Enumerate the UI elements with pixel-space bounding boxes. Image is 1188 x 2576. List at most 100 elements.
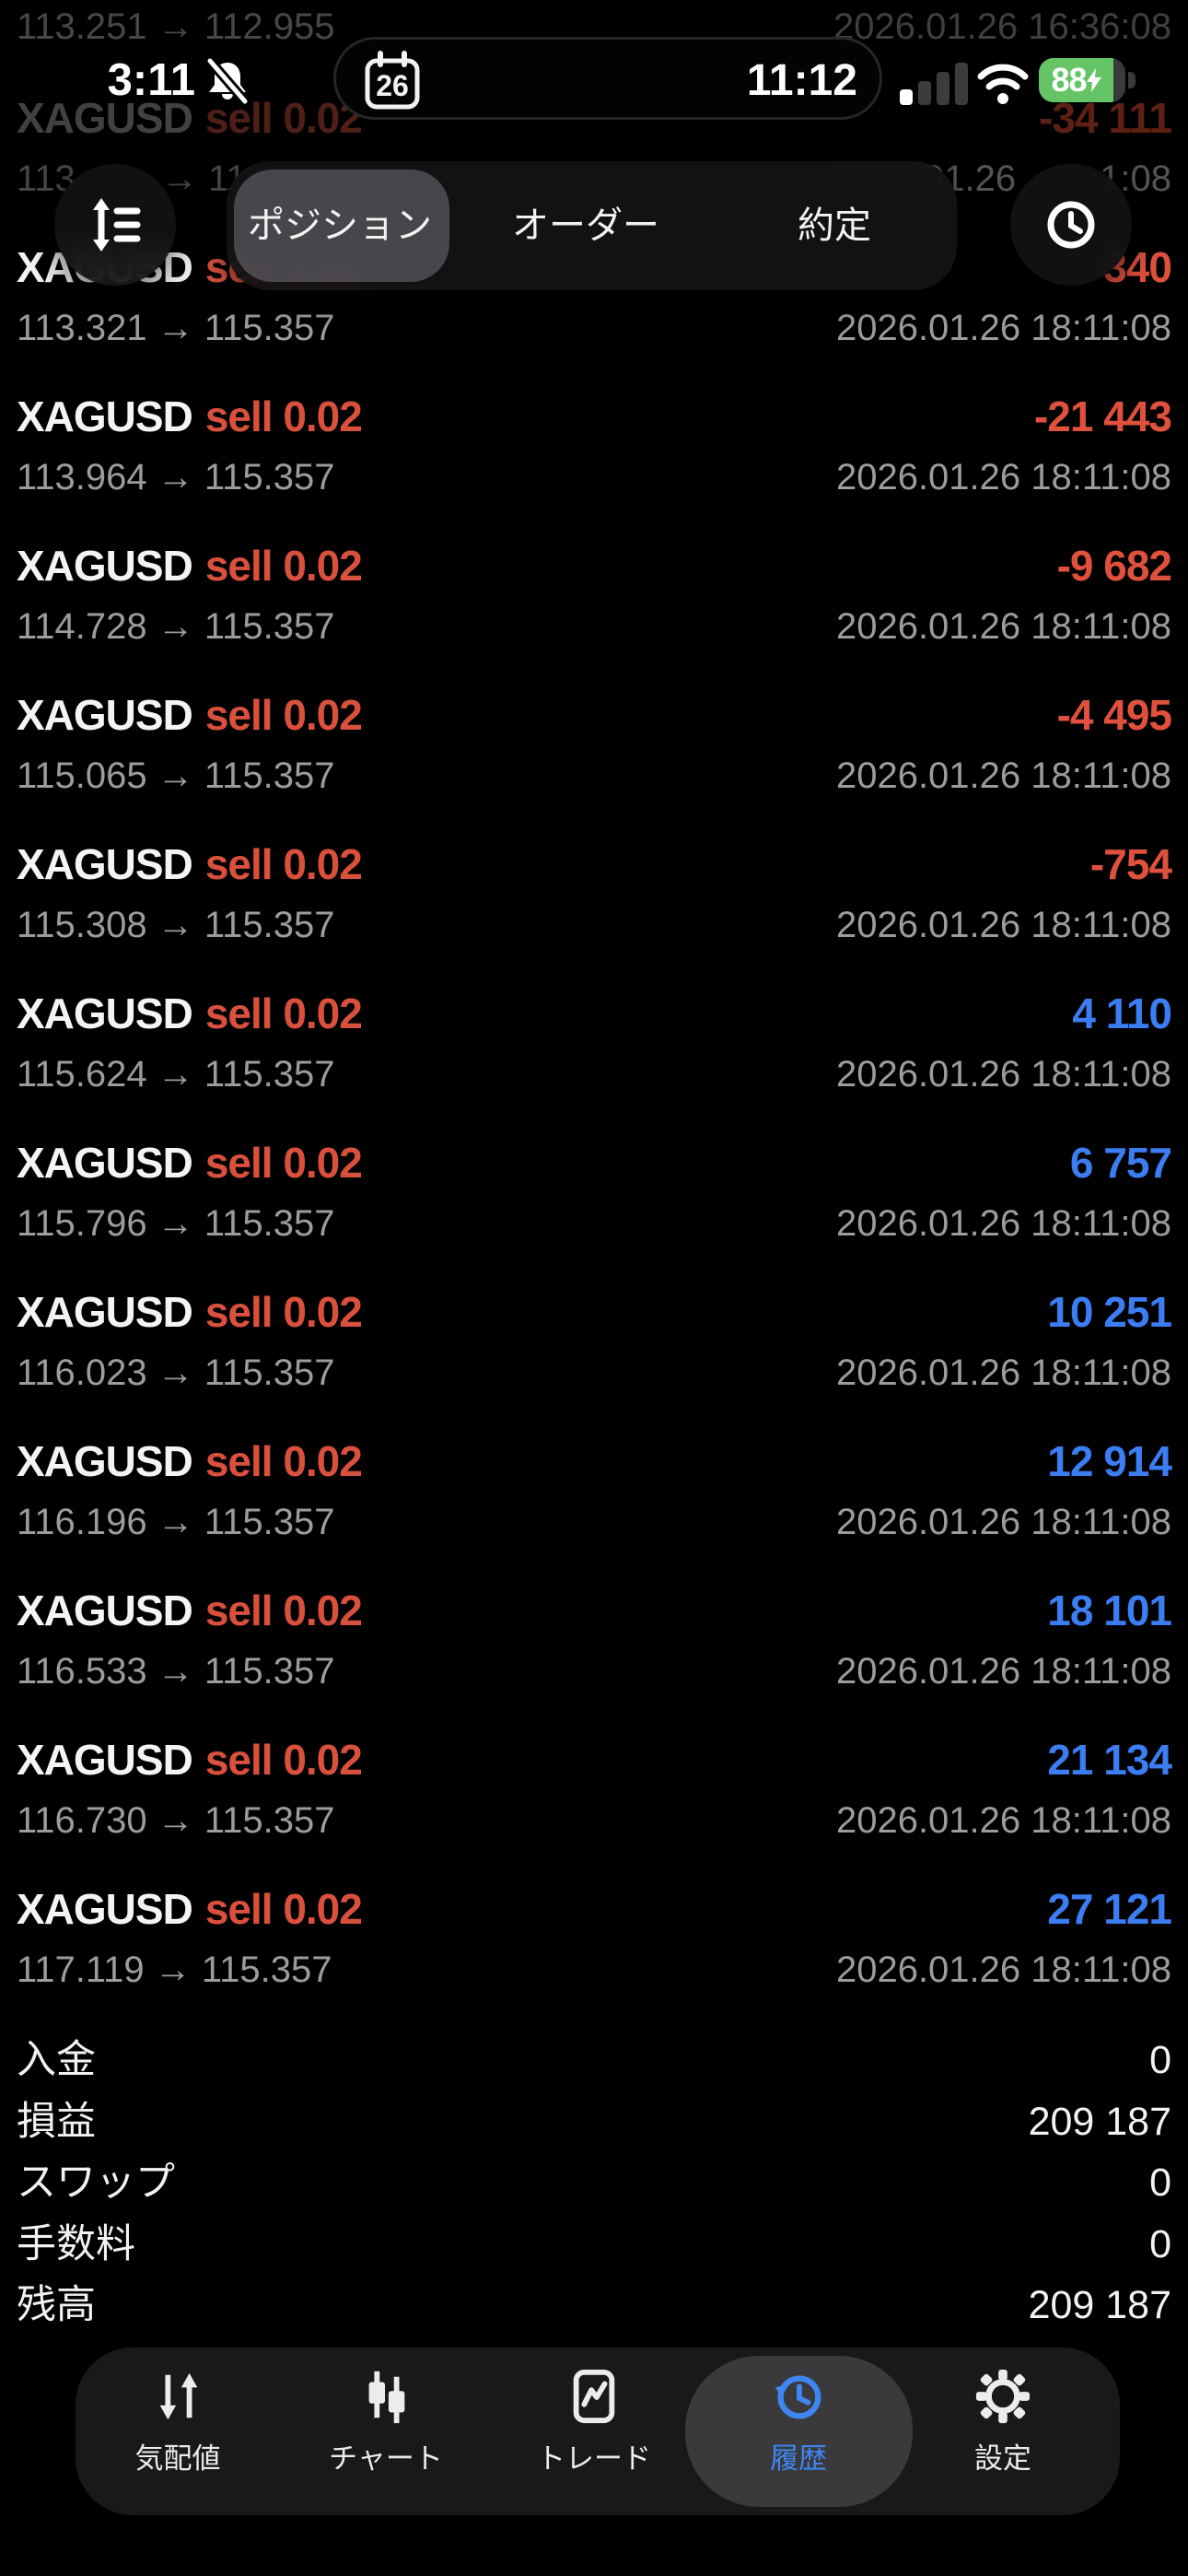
row-datetime: 2026.01.26 18:11:08 [835,905,1171,945]
row-prices: 116.023 → 115.357 [17,1352,335,1393]
summary-label: 残高 [17,2283,96,2327]
notifications-muted-icon [205,57,250,105]
row-profit: 21 134 [1047,1736,1172,1784]
nav-item-trade[interactable]: トレード [511,2348,677,2515]
tab-positions[interactable]: ポジション [248,205,432,246]
tab-deals[interactable]: 約定 [798,205,871,246]
history-row[interactable]: XAGUSD sell 0.02 18 101 116.533 → 115.35… [17,1580,1172,1702]
row-prices: 116.730 → 115.357 [17,1800,335,1841]
row-datetime: 2026.01.26 18:11:08 [835,606,1171,647]
row-prices: 115.796 → 115.357 [17,1203,335,1244]
history-row[interactable]: XAGUSD sell 0.02 -21 443 113.964 → 115.3… [17,386,1172,508]
row-position: sell 0.02 [204,1139,363,1187]
row-profit: -4 495 [1056,691,1172,739]
row-profit: -21 443 [1033,392,1172,440]
signal-strength-icon [900,63,970,105]
time-filter-button[interactable] [1010,164,1132,286]
island-clock: 11:12 [746,56,857,105]
history-icon [775,2375,821,2419]
row-position: sell 0.02 [204,392,363,440]
row-symbol: XAGUSD [17,1736,193,1784]
battery-icon: 88 [1039,58,1125,102]
summary-row: 損益 209 187 [17,2093,1171,2150]
row-datetime: 2026.01.26 18:11:08 [835,1502,1171,1542]
battery-percent: 88 [1051,61,1087,99]
row-position: sell 0.02 [204,1437,363,1485]
row-datetime: 2026.01.26 18:11:08 [835,1352,1171,1393]
calendar-icon: 26 [365,51,420,110]
tab-orders[interactable]: オーダー [512,205,659,246]
row-symbol: XAGUSD [17,1288,193,1336]
row-symbol: XAGUSD [17,542,193,590]
nav-label-charts: チャート [329,2442,443,2475]
dynamic-island: 26 11:12 [333,37,882,120]
history-tabs: ポジション オーダー 約定 [227,161,957,290]
row-prices: 115.624 → 115.357 [17,1054,335,1095]
dimmed-position: sell 0.02 [204,94,363,142]
row-position: sell 0.02 [204,840,363,888]
row-datetime: 2026.01.26 18:11:08 [835,457,1171,498]
chart-icon [368,2371,405,2424]
row-profit: 27 121 [1047,1885,1172,1933]
row-prices: 116.533 → 115.357 [17,1651,335,1692]
dimmed-symbol: XAGUSD [17,94,193,142]
row-datetime: 2026.01.26 18:11:08 [835,1054,1171,1095]
dimmed-prices: 113.251 → 112.955 [17,6,335,47]
row-symbol: XAGUSD [17,1437,193,1485]
dimmed-datetime: 2026.01.26 16:36:08 [833,6,1171,47]
row-position: sell 0.02 [204,691,363,739]
summary-value: 0 [1149,2160,1171,2205]
history-row[interactable]: XAGUSD sell 0.02 6 757 115.796 → 115.357… [17,1132,1172,1254]
row-position: sell 0.02 [204,1288,363,1336]
row-symbol: XAGUSD [17,1139,193,1187]
wifi-icon [977,64,1029,104]
row-datetime: 2026.01.26 18:11:08 [835,1800,1171,1841]
row-profit: 10 251 [1047,1288,1172,1336]
nav-item-charts[interactable]: チャート [303,2348,469,2515]
nav-label-history: 履歴 [770,2442,827,2475]
summary-row: スワップ 0 [17,2154,1171,2211]
row-position: sell 0.02 [204,989,363,1037]
row-symbol: XAGUSD [17,989,193,1037]
summary-label: スワップ [17,2160,175,2205]
sort-icon [93,198,141,252]
history-row[interactable]: XAGUSD sell 0.02 -754 115.308 → 115.357 … [17,834,1172,955]
summary-row: 手数料 0 [17,2216,1171,2273]
nav-label-trade: トレード [537,2442,651,2475]
history-row[interactable]: XAGUSD sell 0.02 -4 495 115.065 → 115.35… [17,685,1172,806]
nav-label-quotes: 気配値 [134,2442,221,2475]
row-prices: 114.728 → 115.357 [17,606,335,647]
history-row[interactable]: XAGUSD sell 0.02 12 914 116.196 → 115.35… [17,1431,1172,1552]
nav-item-quotes[interactable]: 気配値 [95,2348,261,2515]
history-row[interactable]: XAGUSD sell 0.02 10 251 116.023 → 115.35… [17,1282,1172,1403]
dimmed-row-symbol: XAGUSD sell 0.02 -34 111 [17,88,1172,148]
nav-item-settings[interactable]: 設定 [920,2348,1086,2515]
row-prices: 116.196 → 115.357 [17,1502,335,1542]
row-profit: 12 914 [1047,1437,1172,1485]
history-row[interactable]: XAGUSD sell 0.02 -9 682 114.728 → 115.35… [17,535,1172,657]
row-datetime: 2026.01.26 18:11:08 [835,308,1171,348]
history-row[interactable]: XAGUSD sell 0.02 21 134 116.730 → 115.35… [17,1729,1172,1851]
row-symbol: XAGUSD [17,392,193,440]
svg-text:26: 26 [376,69,409,102]
quotes-icon [159,2372,198,2420]
row-profit: -754 [1089,840,1172,888]
history-row[interactable]: XAGUSD sell 0.02 27 121 117.119 → 115.35… [17,1879,1172,2000]
row-position: sell 0.02 [204,1885,363,1933]
history-row[interactable]: XAGUSD sell 0.02 4 110 115.624 → 115.357… [17,983,1172,1105]
row-symbol: XAGUSD [17,1587,193,1634]
trade-icon [573,2369,615,2424]
summary-label: 入金 [17,2038,96,2082]
nav-item-history[interactable]: 履歴 [716,2348,881,2515]
tab-selected-pill [234,170,449,282]
gear-icon [975,2369,1031,2424]
summary-value: 209 187 [1028,2099,1171,2144]
row-prices: 115.308 → 115.357 [17,905,335,945]
summary-row: 入金 0 [17,2032,1171,2089]
sort-button[interactable] [54,164,176,286]
row-position: sell 0.02 [204,1587,363,1634]
summary-label: 手数料 [17,2221,135,2266]
summary-value: 209 187 [1028,2283,1171,2327]
dimmed-row-prices: 113.251 → 112.955 2026.01.26 16:36:08 [17,0,1171,57]
